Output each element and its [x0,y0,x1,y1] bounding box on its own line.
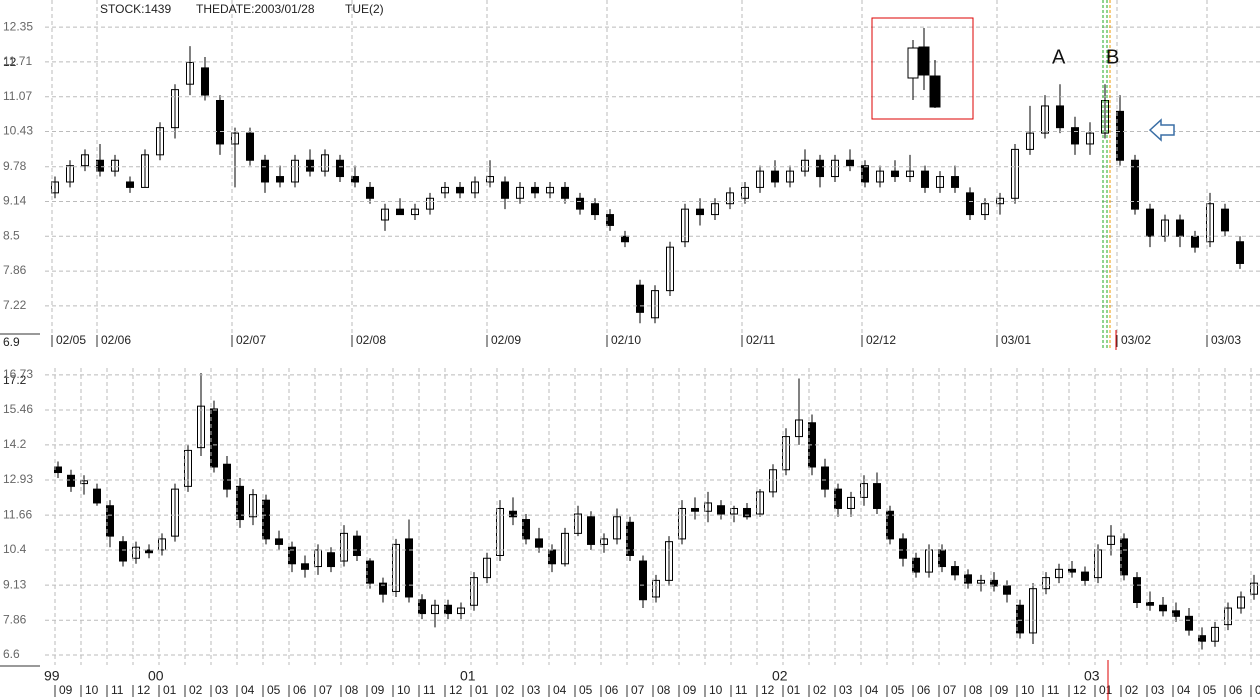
year-label: 03 [1084,668,1100,684]
x-tick-label: 03/03 [1211,333,1241,347]
x-tick-label: 06 [605,683,619,697]
y-tick-label: 6.6 [3,647,20,661]
x-tick-label: 07 [631,683,645,697]
x-tick-label: 08 [345,683,359,697]
x-tick-label: 10 [85,683,99,697]
x-tick-label: 06 [1229,683,1243,697]
header-day: TUE(2) [345,2,384,16]
y-tick-label: 12.93 [3,472,33,486]
y-tick-label: 11.66 [3,507,32,521]
x-tick-label: 02/12 [866,333,896,347]
x-tick-label: 01 [163,683,177,697]
y-tick-label: 9.13 [3,577,27,591]
x-tick-label: 01 [1099,683,1113,697]
x-tick-label: 02 [1125,683,1139,697]
y-tick-label: 7.86 [3,612,27,626]
y-tick-label: 7.86 [3,263,27,277]
x-tick-label: 04 [553,683,567,697]
x-tick-label: 04 [241,683,255,697]
x-tick-label: 05 [579,683,593,697]
y-tick-label: 14.2 [3,437,27,451]
x-tick-label: 01 [475,683,489,697]
x-tick-label: 10 [709,683,723,697]
pattern-candle [907,47,919,79]
x-tick-label: 03 [527,683,541,697]
y-tick-label: 16.73 [3,367,33,381]
x-tick-label: 03 [215,683,229,697]
y-tick-label: 9.78 [3,159,27,173]
x-tick-label: 11 [111,683,124,697]
x-tick-label: 02/11 [746,333,775,347]
x-tick-label: 12 [1073,683,1087,697]
scale-label: 12 [3,55,17,69]
x-tick-label: 01 [787,683,801,697]
pattern-candle [929,75,941,108]
x-tick-label: 12 [137,683,151,697]
x-tick-label: 11 [423,683,436,697]
x-tick-label: 09 [683,683,697,697]
x-tick-label: 03/01 [1001,333,1031,347]
x-tick-label: 09 [995,683,1009,697]
arrow [1148,118,1175,142]
x-tick-label: 06 [293,683,307,697]
x-tick-label: 02/09 [491,333,521,347]
header-stock: STOCK:1439 [100,2,171,16]
x-tick-label: 02/10 [611,333,641,347]
y-tick-label: 9.14 [3,194,27,208]
year-label: 99 [44,668,60,684]
y-tick-label: 10.43 [3,124,33,138]
x-tick-label: 02 [813,683,827,697]
y-tick-label: 8.5 [3,228,20,242]
y-tick-label: 12.35 [3,19,33,33]
scale-label: 6.9 [3,335,20,349]
x-tick-label: 03/02 [1121,333,1151,347]
x-tick-label: 05 [891,683,905,697]
x-tick-label: 12 [449,683,463,697]
x-tick-label: 02/06 [101,333,131,347]
x-tick-label: 06 [917,683,931,697]
annotation: B [1106,46,1119,68]
pattern-candle [918,46,930,76]
x-tick-label: 05 [1203,683,1217,697]
y-tick-label: 7.22 [3,298,27,312]
x-tick-label: 07 [943,683,957,697]
x-tick-label: 04 [865,683,879,697]
y-tick-label: 11.71 [3,54,32,68]
year-label: 00 [148,668,164,684]
x-tick-label: 03 [1151,683,1165,697]
x-tick-label: 07 [1255,683,1260,697]
x-tick-label: 09 [59,683,73,697]
year-label: 02 [772,668,788,684]
y-tick-label: 11.07 [3,89,32,103]
year-label: 01 [460,668,476,684]
x-tick-label: 05 [267,683,281,697]
x-tick-label: 04 [1177,683,1191,697]
x-tick-label: 02/07 [236,333,266,347]
x-tick-label: 12 [761,683,775,697]
header-date: THEDATE:2003/01/28 [196,2,315,16]
x-tick-label: 02 [501,683,515,697]
x-tick-label: 07 [319,683,333,697]
y-tick-label: 10.4 [3,542,27,556]
x-tick-label: 11 [1047,683,1060,697]
x-tick-label: 02 [189,683,203,697]
x-tick-label: 11 [735,683,748,697]
annotation: A [1052,46,1066,68]
y-tick-label: 15.46 [3,402,33,416]
x-tick-label: 09 [371,683,385,697]
x-tick-label: 02/05 [56,333,86,347]
scale-label: 17.2 [3,373,27,387]
pattern-box [871,17,974,120]
x-tick-label: 08 [969,683,983,697]
x-tick-label: 08 [657,683,671,697]
x-tick-label: 03 [839,683,853,697]
x-tick-label: 10 [397,683,411,697]
x-tick-label: 10 [1021,683,1035,697]
decorations [0,0,1175,700]
x-tick-label: 02/08 [356,333,386,347]
